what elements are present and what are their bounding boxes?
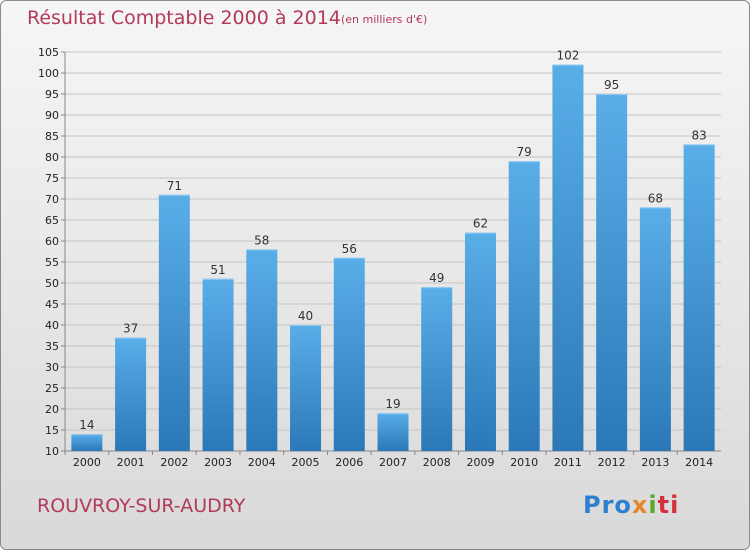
y-tick-label: 65: [45, 214, 59, 227]
commune-name: ROUVROY-SUR-AUDRY: [37, 495, 246, 517]
value-label-2003: 51: [210, 263, 225, 277]
bar-2001: [115, 337, 147, 451]
value-label-2010: 79: [517, 145, 532, 159]
value-label-2014: 83: [691, 128, 706, 142]
value-label-2002: 71: [167, 179, 182, 193]
y-tick-label: 100: [38, 67, 59, 80]
y-tick-label: 25: [45, 382, 59, 395]
value-label-2009: 62: [473, 217, 488, 231]
y-tick-label: 80: [45, 151, 59, 164]
value-label-2007: 19: [385, 397, 400, 411]
x-tick-label-2012: 2012: [598, 456, 626, 469]
y-tick-label: 50: [45, 277, 59, 290]
x-tick-label-2005: 2005: [292, 456, 320, 469]
bar-2011: [552, 64, 584, 451]
value-label-2012: 95: [604, 78, 619, 92]
y-tick-label: 85: [45, 130, 59, 143]
x-tick-label-2004: 2004: [248, 456, 276, 469]
chart-subtitle: (en milliers d'€): [341, 13, 428, 26]
y-tick-label: 60: [45, 235, 59, 248]
x-tick-label-2008: 2008: [423, 456, 451, 469]
y-tick-label: 70: [45, 193, 59, 206]
y-tick-label: 55: [45, 256, 59, 269]
x-tick-label-2010: 2010: [510, 456, 538, 469]
x-tick-label-2014: 2014: [685, 456, 713, 469]
y-tick-label: 20: [45, 403, 59, 416]
y-tick-label: 30: [45, 361, 59, 374]
value-label-2001: 37: [123, 322, 138, 336]
x-tick-label-2002: 2002: [160, 456, 188, 469]
bar-2010: [508, 161, 540, 451]
value-label-2008: 49: [429, 271, 444, 285]
bar-2004: [246, 249, 278, 451]
bars: [71, 64, 715, 452]
y-tick-labels: 10 15 20 25 30 35 40 45 50 55 60 65 70 75 80 85 90 95 100 1…: [38, 46, 59, 458]
y-tick-label: 40: [45, 319, 59, 332]
bar-2013: [639, 207, 671, 451]
value-label-2013: 68: [648, 191, 663, 205]
value-labels: 14 37 71 51 58 40 56 19 49 62 79 102 95 68 83: [79, 49, 707, 433]
bar-2014: [683, 144, 715, 451]
proxiti-logo: Proxiti: [583, 491, 680, 519]
y-tick-label: 90: [45, 109, 59, 122]
x-tick-label-2009: 2009: [466, 456, 494, 469]
x-tick-labels: 2000 2001 2002 2003 2004 2005 2006 2007 2008 2009…: [64, 451, 713, 469]
value-label-2005: 40: [298, 309, 313, 323]
y-tick-label: 105: [38, 46, 59, 59]
y-tick-label: 45: [45, 298, 59, 311]
y-tick-label: 75: [45, 172, 59, 185]
value-label-2004: 58: [254, 233, 269, 247]
bar-2005: [290, 325, 322, 451]
x-tick-label-2007: 2007: [379, 456, 407, 469]
x-tick-label-2011: 2011: [554, 456, 582, 469]
chart-title: Résultat Comptable 2000 à 2014: [27, 7, 341, 29]
bar-2006: [333, 257, 365, 451]
bar-2009: [464, 232, 496, 451]
x-tick-label-2003: 2003: [204, 456, 232, 469]
bar-2012: [596, 94, 628, 451]
x-tick-label-2006: 2006: [335, 456, 363, 469]
x-tick-label-2013: 2013: [641, 456, 669, 469]
bar-2000: [71, 434, 103, 451]
bar-2008: [421, 287, 453, 451]
bar-2003: [202, 278, 234, 451]
y-tick-label: 95: [45, 88, 59, 101]
bar-2007: [377, 413, 409, 451]
x-tick-label-2001: 2001: [117, 456, 145, 469]
value-label-2011: 102: [556, 49, 579, 63]
value-label-2000: 14: [79, 418, 94, 432]
value-label-2006: 56: [342, 242, 357, 256]
y-tick-label: 15: [45, 424, 59, 437]
y-tick-label: 10: [45, 445, 59, 458]
bar-2002: [158, 194, 190, 452]
x-tick-label-2000: 2000: [73, 456, 101, 469]
y-tick-label: 35: [45, 340, 59, 353]
